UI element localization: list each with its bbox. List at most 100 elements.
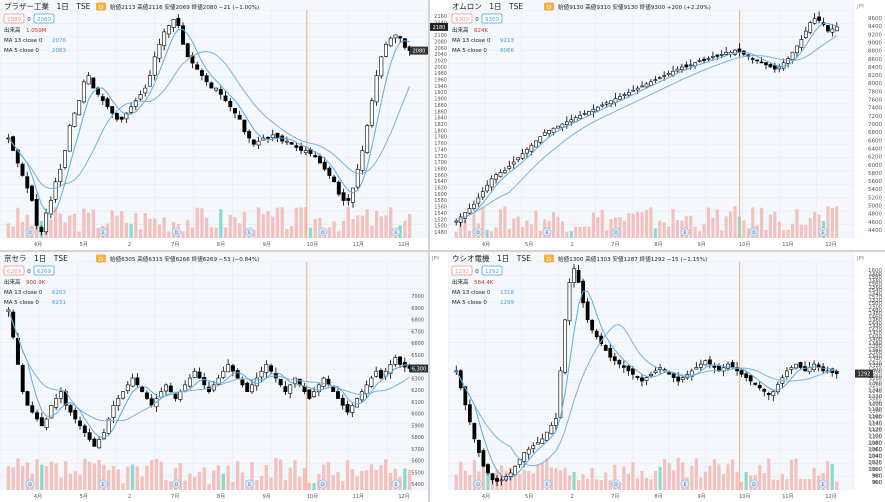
last-price-tag-text: 6,300	[412, 366, 426, 372]
candle-body	[604, 102, 609, 105]
price-tick-label: 1520	[868, 295, 882, 301]
candle-body	[498, 172, 503, 177]
candle-body	[259, 370, 264, 378]
candle-body	[321, 377, 326, 387]
event-marker-letter: E	[248, 230, 251, 236]
time-tick-label: 4月	[482, 242, 490, 248]
volume-bar	[768, 214, 772, 238]
event-marker-letter: E	[248, 482, 251, 488]
volume-bar	[518, 473, 522, 490]
ask-price-badge	[33, 13, 55, 24]
volume-bar	[115, 215, 119, 238]
interval-badge	[96, 2, 106, 11]
volume-bar	[730, 459, 735, 490]
candle-body	[360, 150, 365, 171]
event-marker-letter: E	[684, 482, 687, 488]
event-marker	[245, 227, 255, 237]
price-tick-label: 1460	[869, 318, 882, 324]
candle-body	[739, 370, 744, 375]
volume-bar	[658, 220, 662, 238]
price-tick-label: 5500	[411, 470, 424, 476]
candle-body	[719, 54, 724, 56]
candle-body	[735, 367, 739, 372]
volume-bar	[512, 218, 516, 238]
volume-bar	[271, 216, 275, 238]
candle-body	[121, 391, 125, 399]
volume-bar	[129, 223, 133, 238]
volume-bar	[261, 214, 265, 238]
time-tick-label: 7月	[611, 242, 619, 248]
volume-bar	[459, 220, 463, 238]
price-tick-label: 6200	[868, 155, 882, 161]
candle-body	[369, 377, 374, 387]
candle-body	[657, 77, 662, 79]
volume-bar	[746, 228, 750, 238]
candle-body	[270, 134, 275, 139]
time-tick-label: 10月	[307, 242, 318, 248]
candle-body	[688, 64, 693, 67]
candle-body	[834, 26, 839, 32]
volume-bar	[235, 461, 240, 490]
price-tick-label: 1040	[868, 454, 882, 460]
time-tick-label: 4月	[482, 494, 490, 500]
price-tick-label: 1220	[869, 396, 882, 402]
candle-body	[676, 376, 681, 382]
time-tick-label: 11月	[353, 242, 364, 248]
time-tick-label: 2	[128, 242, 131, 248]
volume-bar	[549, 467, 553, 490]
candle-body	[508, 472, 513, 477]
candle-body	[463, 212, 467, 219]
candle-body	[495, 477, 499, 482]
volume-bar	[256, 207, 261, 238]
volume-bar	[83, 458, 87, 490]
volume-bar	[202, 467, 206, 490]
candle-body	[572, 268, 576, 283]
volume-bar	[600, 209, 604, 238]
candle-body	[20, 365, 25, 393]
price-tick-label: 1440	[869, 324, 882, 330]
volume-bar	[522, 469, 526, 490]
volume-bar	[204, 217, 209, 238]
candle-body	[140, 386, 145, 393]
volume-bar	[667, 463, 671, 490]
time-tick-label: 9月	[263, 242, 271, 248]
ma5-label: MA 5 close 0	[452, 48, 487, 54]
last-price-tag	[855, 369, 873, 378]
candle-body	[68, 404, 73, 413]
volume-bar	[63, 222, 67, 238]
volume-bar	[374, 470, 378, 490]
price-tick-label: 1180	[868, 407, 882, 413]
price-tick-label: 6400	[868, 146, 882, 152]
event-marker-letter: D	[614, 230, 618, 236]
volume-bar	[140, 476, 144, 490]
volume-bar	[554, 468, 558, 490]
volume-bar	[219, 209, 223, 238]
volume-bar	[605, 230, 609, 238]
price-tick-label: 5700	[411, 447, 424, 453]
event-marker-letter: E	[102, 482, 105, 488]
volume-bar	[255, 480, 259, 490]
candle-body	[202, 377, 207, 386]
volume-bar	[636, 211, 640, 238]
candle-body	[185, 43, 190, 58]
candle-body	[133, 100, 138, 107]
time-tick-label: 12月	[825, 494, 836, 500]
candle-body	[284, 140, 289, 143]
price-tick-label: 1060	[869, 448, 882, 454]
price-tick-label: 1520	[869, 298, 882, 304]
candle-body	[680, 66, 684, 71]
candle-body	[149, 398, 154, 406]
price-tick-label: 1340	[868, 354, 882, 360]
candle-body	[463, 386, 468, 406]
candle-body	[591, 108, 596, 113]
event-marker-letter: E	[546, 482, 549, 488]
volume-bar	[186, 220, 190, 238]
candle-body	[30, 185, 34, 201]
time-tick-label: 5月	[525, 494, 533, 500]
candle-body	[516, 157, 521, 161]
volume-bar	[407, 214, 412, 238]
candle-body	[481, 450, 486, 467]
volume-bar	[212, 470, 216, 490]
volume-bar	[525, 220, 529, 238]
candle-body	[35, 412, 40, 420]
